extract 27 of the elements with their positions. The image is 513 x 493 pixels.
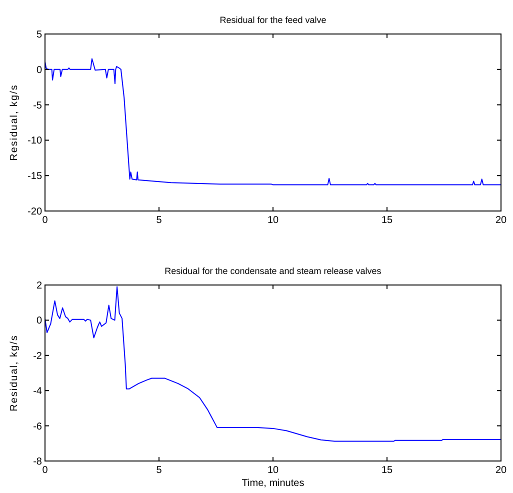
y-tick-label: 5 bbox=[36, 30, 42, 40]
x-tick-label: 20 bbox=[495, 215, 507, 226]
x-tick-label: 5 bbox=[156, 215, 162, 226]
x-tick-label: 15 bbox=[381, 465, 393, 476]
y-tick-label: 0 bbox=[36, 64, 42, 76]
y-tick-label: -15 bbox=[28, 171, 42, 182]
y-axis-title: Residual, kg/s bbox=[9, 334, 20, 412]
y-tick-label: -2 bbox=[33, 350, 42, 362]
y-tick-label: 2 bbox=[36, 280, 42, 292]
chart-title: Residual for the condensate and steam release valves bbox=[164, 266, 382, 276]
y-tick-label: -10 bbox=[28, 136, 42, 147]
x-tick-label: 15 bbox=[381, 215, 393, 226]
line-series bbox=[44, 286, 502, 442]
x-tick-label: 20 bbox=[495, 465, 507, 476]
y-tick-label: -4 bbox=[33, 386, 42, 398]
y-axis-title: Residual, kg/s bbox=[9, 84, 20, 161]
y-tick-label: -6 bbox=[33, 421, 42, 432]
y-tick-label: -20 bbox=[28, 206, 42, 218]
line-series bbox=[44, 58, 502, 186]
x-tick-label: 5 bbox=[156, 465, 162, 476]
y-tick-label: -5 bbox=[33, 100, 42, 112]
x-axis-title: Time, minutes bbox=[242, 478, 304, 489]
x-tick-label: 10 bbox=[267, 465, 279, 476]
x-tick-label: 10 bbox=[267, 215, 279, 226]
chart-title: Residual for the feed valve bbox=[220, 15, 326, 25]
y-tick-label: 0 bbox=[36, 316, 42, 327]
y-tick-label: -8 bbox=[33, 456, 42, 468]
